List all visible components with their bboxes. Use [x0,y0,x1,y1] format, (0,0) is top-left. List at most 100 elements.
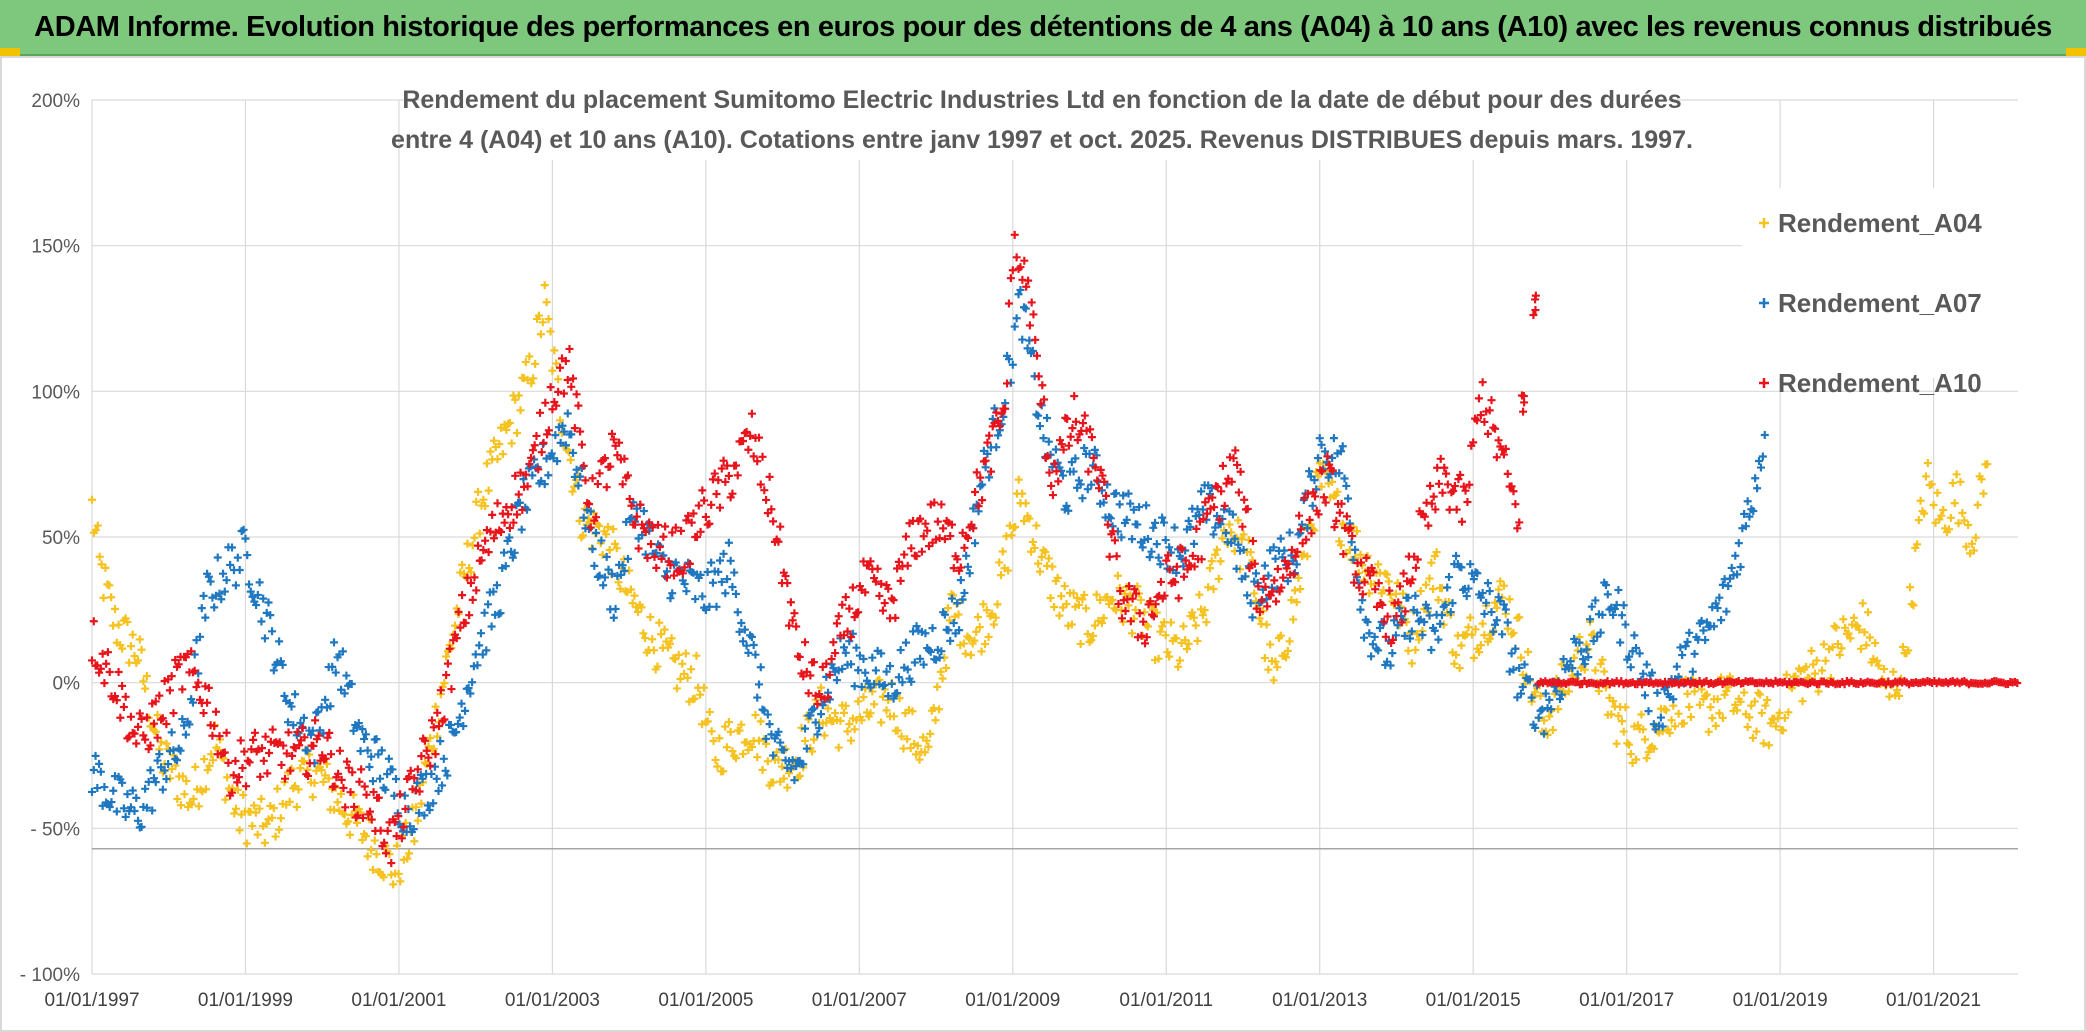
point-a10 [1029,310,1038,319]
point-a07 [556,438,565,447]
point-a10 [916,514,925,523]
point-a10 [834,612,843,621]
point-a04 [1055,611,1064,620]
point-a10 [1132,589,1141,598]
point-a04 [1081,604,1090,613]
point-a10 [355,777,364,786]
point-a07 [926,647,935,656]
point-a10 [1476,411,1485,420]
point-a04 [540,281,549,290]
point-a07 [381,785,390,794]
point-a07 [1117,533,1126,542]
point-a04 [1798,697,1807,706]
point-a10 [1272,597,1281,606]
point-a10 [1450,481,1459,490]
point-a10 [1440,463,1449,472]
point-a10 [424,753,433,762]
point-a07 [1239,545,1248,554]
point-a04 [707,727,716,736]
point-a10 [972,468,981,477]
point-a10 [1461,486,1470,495]
point-a04 [671,655,680,664]
point-a04 [1855,625,1864,634]
point-a04 [820,731,829,740]
point-a04 [975,623,984,632]
point-a04 [977,647,986,656]
point-a10 [946,532,955,541]
point-a07 [1487,608,1496,617]
point-a10 [921,519,930,528]
point-a04 [575,516,584,525]
point-a10 [282,749,291,758]
point-a10 [1016,263,1025,272]
point-a10 [261,732,270,741]
point-a10 [627,501,636,510]
point-a07 [1727,563,1736,572]
point-a07 [1115,500,1124,509]
point-a04 [1097,619,1106,628]
point-a10 [1385,586,1394,595]
point-a10 [682,516,691,525]
point-a04 [1172,634,1181,643]
point-a04 [945,616,954,625]
point-a07 [1632,643,1641,652]
point-a07 [283,718,292,727]
point-a04 [1191,621,1200,630]
point-a10 [1135,609,1144,618]
point-a04 [612,544,621,553]
point-a10 [776,522,785,531]
point-a10 [1442,469,1451,478]
point-a10 [1160,591,1169,600]
point-a04 [1083,629,1092,638]
point-a10 [1339,550,1348,559]
point-a07 [1503,618,1512,627]
point-a04 [1846,634,1855,643]
point-a04 [1913,540,1922,549]
point-a10 [1103,520,1112,529]
point-a10 [210,722,219,731]
point-a04 [726,727,735,736]
point-a04 [1485,634,1494,643]
point-a04 [1967,539,1976,548]
point-a07 [839,643,848,652]
point-a04 [1391,589,1400,598]
point-a04 [1260,654,1269,663]
point-a10 [687,518,696,527]
point-a07 [1423,604,1432,613]
point-a07 [712,602,721,611]
point-a07 [487,622,496,631]
point-a07 [257,617,266,626]
point-a10 [1349,578,1358,587]
point-a10 [203,698,212,707]
point-a10 [141,735,150,744]
point-a04 [516,406,525,415]
point-a07 [1370,632,1379,641]
point-a07 [1023,344,1032,353]
point-a10 [1337,499,1346,508]
point-a10 [413,765,422,774]
point-a04 [1294,573,1303,582]
point-a07 [1375,624,1384,633]
point-a07 [1147,547,1156,556]
point-a10 [1459,482,1468,491]
point-a07 [1368,640,1377,649]
point-a04 [655,618,664,627]
point-a10 [841,593,850,602]
point-a10 [257,744,266,753]
point-a10 [1311,492,1320,501]
point-a10 [507,503,516,512]
point-a04 [1067,620,1076,629]
point-a07 [1753,484,1762,493]
point-a10 [1003,379,1012,388]
point-a07 [1186,522,1195,531]
point-a07 [668,589,677,598]
point-a04 [839,708,848,717]
point-a07 [1151,518,1160,527]
point-a07 [1129,505,1138,514]
point-a07 [480,608,489,617]
point-a07 [391,775,400,783]
point-a10 [1369,568,1378,577]
point-a07 [1555,695,1564,704]
point-a10 [824,693,833,702]
point-a10 [960,543,969,552]
